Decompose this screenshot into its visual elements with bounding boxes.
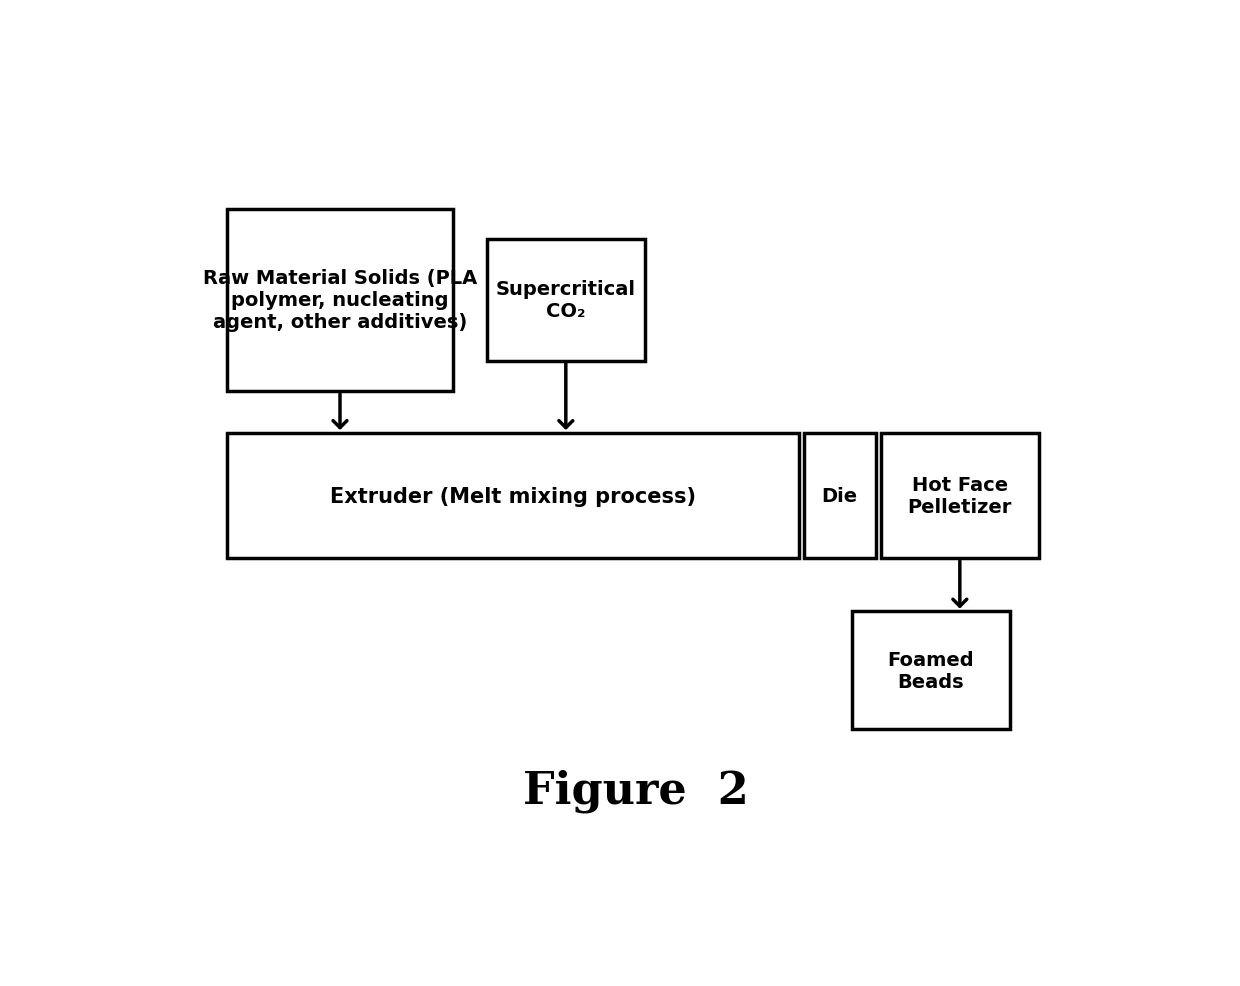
FancyBboxPatch shape: [227, 434, 799, 559]
Text: Supercritical
CO₂: Supercritical CO₂: [496, 280, 636, 321]
Text: Hot Face
Pelletizer: Hot Face Pelletizer: [908, 475, 1012, 517]
FancyBboxPatch shape: [852, 611, 1011, 730]
FancyBboxPatch shape: [486, 240, 645, 361]
FancyBboxPatch shape: [804, 434, 875, 559]
Text: Raw Material Solids (PLA
polymer, nucleating
agent, other additives): Raw Material Solids (PLA polymer, nuclea…: [203, 269, 477, 332]
Text: Foamed
Beads: Foamed Beads: [888, 650, 975, 691]
Text: Die: Die: [822, 486, 858, 506]
Text: Figure  2: Figure 2: [522, 768, 749, 811]
FancyBboxPatch shape: [227, 209, 453, 391]
FancyBboxPatch shape: [880, 434, 1039, 559]
Text: Extruder (Melt mixing process): Extruder (Melt mixing process): [330, 486, 696, 506]
